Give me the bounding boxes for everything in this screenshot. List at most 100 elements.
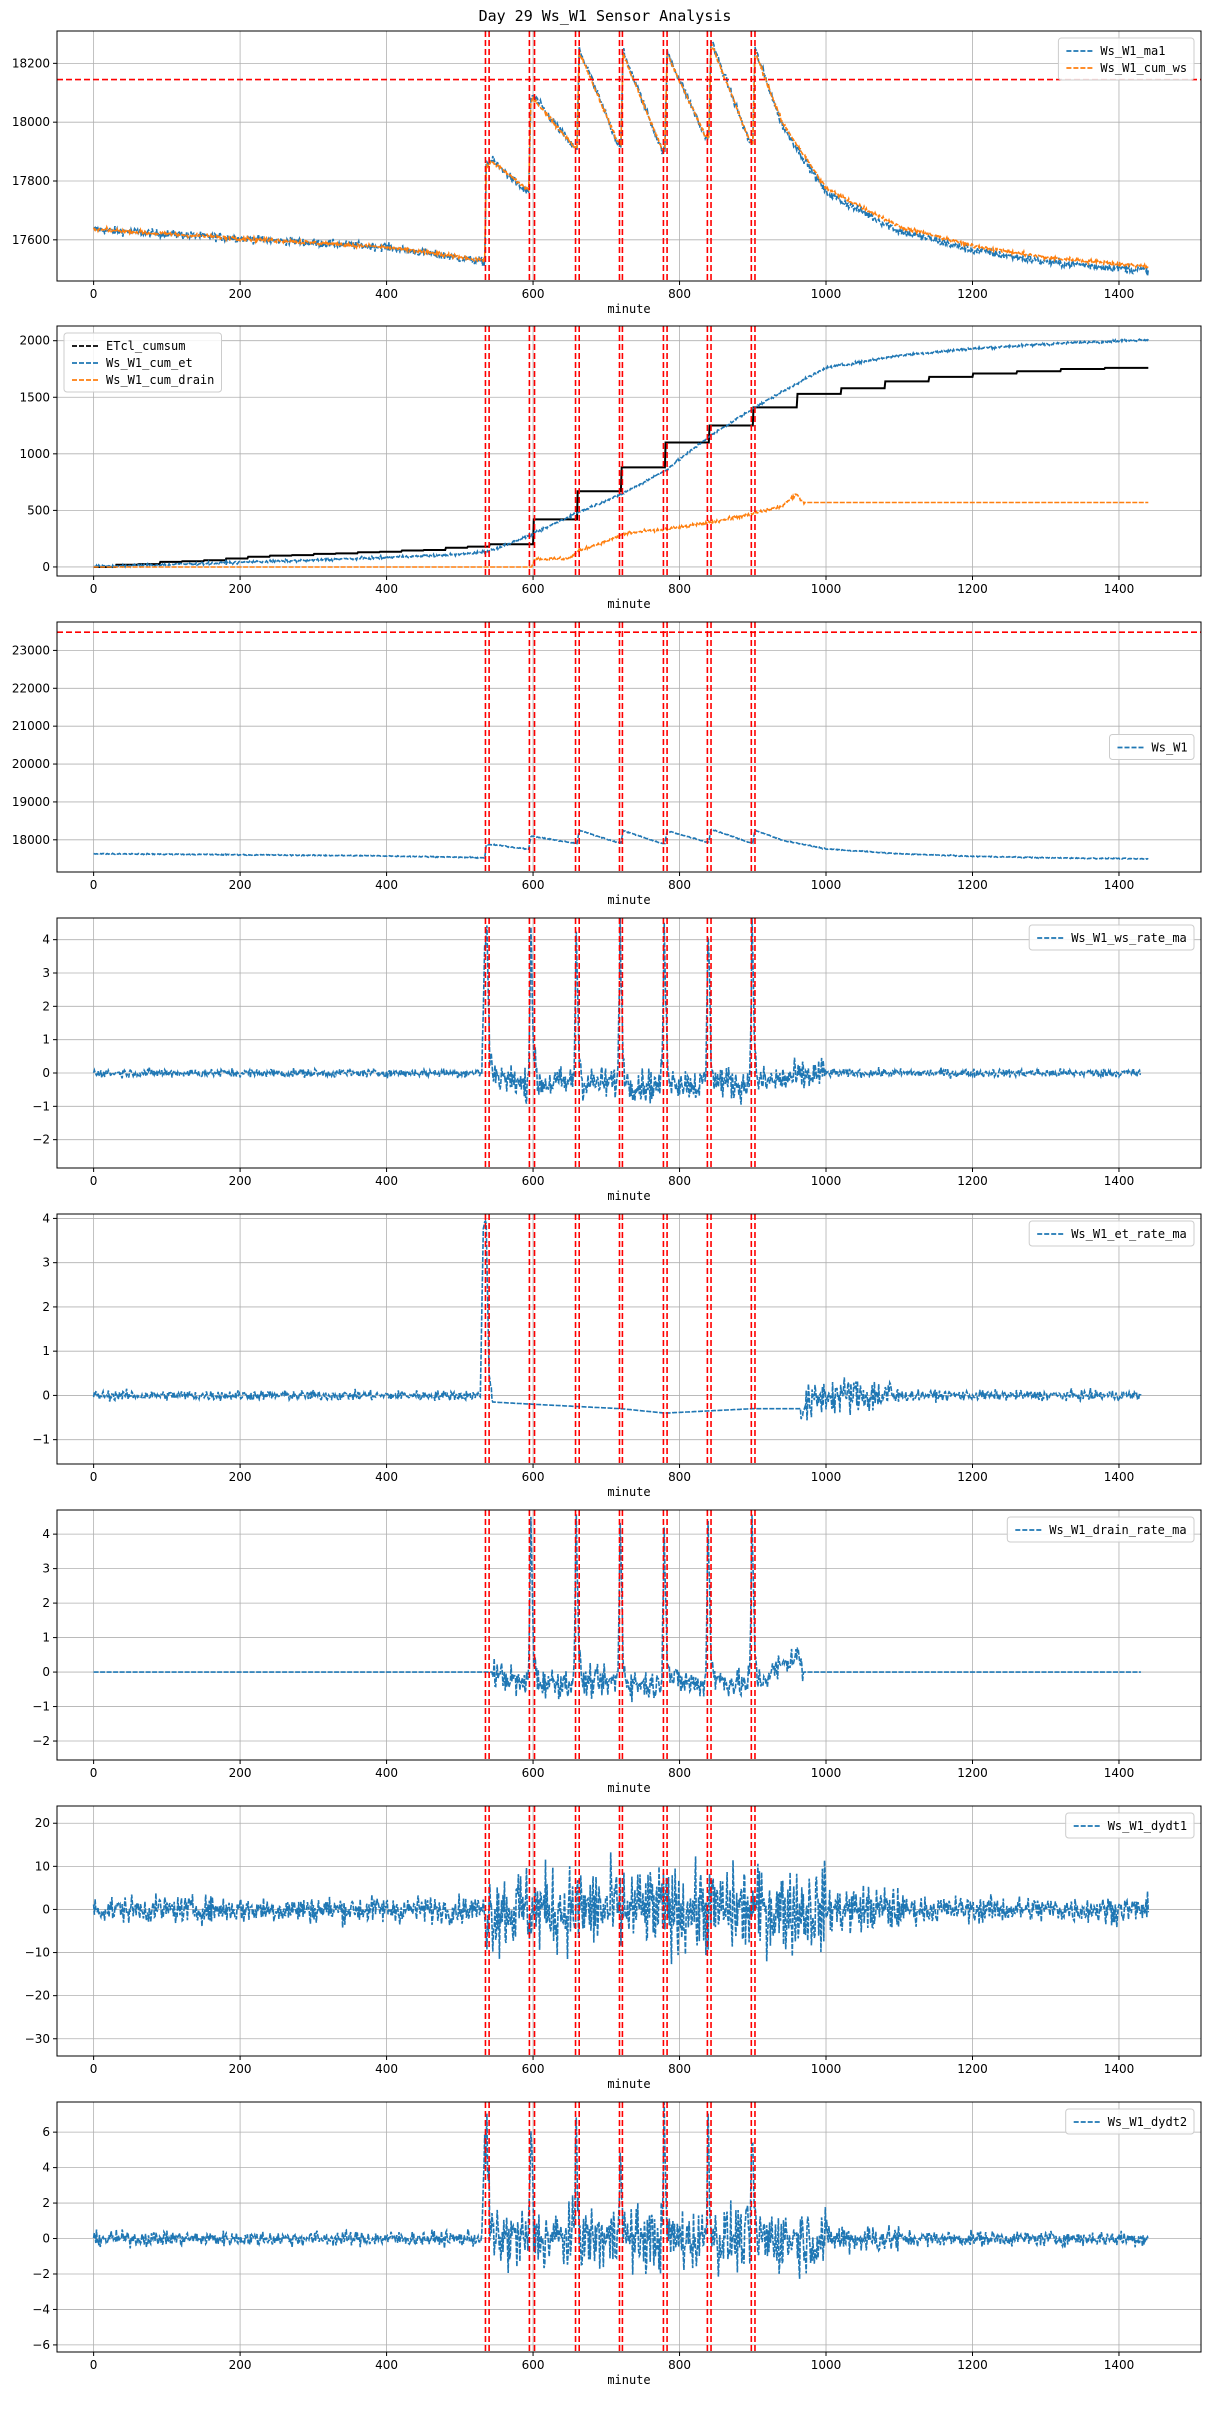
x-tick-label: 800 xyxy=(668,2062,691,2076)
x-axis-label: minute xyxy=(607,2373,650,2387)
x-tick-label: 1400 xyxy=(1104,2358,1135,2372)
x-axis-label: minute xyxy=(607,597,650,611)
x-tick-label: 0 xyxy=(90,1470,98,1484)
x-tick-label: 400 xyxy=(375,1174,398,1188)
y-tick-label: −20 xyxy=(25,1989,50,2003)
y-tick-label: 4 xyxy=(42,2161,50,2175)
y-tick-label: 0 xyxy=(42,560,50,574)
x-tick-label: 600 xyxy=(522,1766,545,1780)
y-tick-label: 1000 xyxy=(19,447,50,461)
x-tick-label: 600 xyxy=(522,2062,545,2076)
x-tick-label: 0 xyxy=(90,1174,98,1188)
x-tick-label: 1400 xyxy=(1104,878,1135,892)
x-tick-label: 0 xyxy=(90,878,98,892)
panels: 0 200 400 600 800 1000 1200 1400176001780018000… xyxy=(12,30,1202,2387)
axes-frame xyxy=(56,1805,1202,2057)
y-tick-label: 6 xyxy=(42,2125,50,2139)
y-tick-label: 18000 xyxy=(12,115,50,129)
y-tick-label: 17800 xyxy=(12,174,50,188)
y-tick-label: −30 xyxy=(25,2032,50,2046)
legend: Ws_W1_ma1 Ws_W1_cum_ws xyxy=(1057,37,1195,81)
series-line-3 xyxy=(93,493,1149,568)
x-tick-label: 1400 xyxy=(1104,2062,1135,2076)
y-tick-label: −1 xyxy=(32,1700,50,1714)
x-tick-label: 1000 xyxy=(811,878,842,892)
series-line-1 xyxy=(93,828,1149,861)
x-tick-label: 1200 xyxy=(957,582,988,596)
y-tick-label: 17600 xyxy=(12,233,50,247)
chart-panel-1: 0 200 400 600 800 1000 1200 1400 17600 17800 18000… xyxy=(12,30,1202,316)
x-tick-label: 800 xyxy=(668,2358,691,2372)
x-tick-label: 0 xyxy=(90,582,98,596)
x-tick-label: 1000 xyxy=(811,1766,842,1780)
x-tick-label: 1400 xyxy=(1104,1174,1135,1188)
legend-label: Ws_W1 xyxy=(1152,741,1188,755)
figure-title: Day 29 Ws_W1 Sensor Analysis xyxy=(479,7,732,25)
y-tick-label: −10 xyxy=(25,1946,50,1960)
y-tick-label: 2 xyxy=(42,999,50,1013)
x-tick-label: 200 xyxy=(229,878,252,892)
series-line-1 xyxy=(93,366,1149,568)
x-tick-label: 400 xyxy=(375,582,398,596)
chart-panel-8: 0 200 400 600 800 1000 1200 1400 −6 −4 −2 0 2 4 6 minut… xyxy=(32,2101,1202,2387)
x-axis-label: minute xyxy=(607,893,650,907)
legend: Ws_W1_et_rate_ma xyxy=(1028,1220,1195,1247)
y-tick-label: 19000 xyxy=(12,795,50,809)
x-tick-label: 400 xyxy=(375,878,398,892)
chart-panel-4: 0 200 400 600 800 1000 1200 1400 −2 −1 0 1 2 3 4 minute… xyxy=(32,917,1202,1203)
legend-frame xyxy=(1028,924,1195,951)
legend: ETcl_cumsum Ws_W1_cum_et Ws_W1_cum_drain xyxy=(63,332,222,393)
y-tick-label: 10 xyxy=(35,1859,50,1873)
x-tick-label: 1000 xyxy=(811,582,842,596)
legend-label: Ws_W1_ma1 xyxy=(1100,44,1165,58)
x-tick-label: 600 xyxy=(522,1174,545,1188)
y-tick-label: −2 xyxy=(32,1734,50,1748)
axes-frame xyxy=(56,621,1202,873)
x-tick-label: 600 xyxy=(522,582,545,596)
y-tick-label: 2 xyxy=(42,2196,50,2210)
y-tick-label: −2 xyxy=(32,1133,50,1147)
x-axis-label: minute xyxy=(607,1485,650,1499)
legend: Ws_W1_dydt1 xyxy=(1065,1812,1195,1839)
plot-area xyxy=(93,337,1149,569)
x-axis-label: minute xyxy=(607,1781,650,1795)
chart-panel-7: 0 200 400 600 800 1000 1200 1400 −30 −20 −10 0 10 20 m… xyxy=(25,1805,1202,2091)
series-line-1 xyxy=(92,1219,1142,1421)
x-tick-label: 200 xyxy=(229,2062,252,2076)
y-tick-label: 3 xyxy=(42,1256,50,1270)
y-tick-label: 2 xyxy=(42,1596,50,1610)
y-tick-label: 0 xyxy=(42,2232,50,2246)
x-tick-label: 600 xyxy=(522,1470,545,1484)
x-tick-label: 800 xyxy=(668,1470,691,1484)
x-tick-label: 800 xyxy=(668,878,691,892)
x-tick-label: 800 xyxy=(668,1766,691,1780)
y-tick-label: −4 xyxy=(32,2302,50,2316)
x-tick-label: 0 xyxy=(90,1766,98,1780)
y-tick-label: 1 xyxy=(42,1631,50,1645)
x-tick-label: 800 xyxy=(668,1174,691,1188)
x-tick-label: 1000 xyxy=(811,1174,842,1188)
grid xyxy=(57,622,1201,872)
y-tick-label: 23000 xyxy=(12,643,50,657)
y-tick-label: 3 xyxy=(42,1562,50,1576)
plot-area xyxy=(93,1514,1141,1703)
x-tick-label: 1400 xyxy=(1104,1470,1135,1484)
series-line-1 xyxy=(93,1514,1141,1703)
axes-frame xyxy=(56,2101,1202,2353)
x-tick-label: 400 xyxy=(375,1766,398,1780)
series-line-1 xyxy=(92,1852,1150,1965)
x-tick-label: 1000 xyxy=(811,1470,842,1484)
y-tick-label: 0 xyxy=(42,1665,50,1679)
axes-frame xyxy=(56,1509,1202,1761)
legend-frame xyxy=(1065,1812,1195,1839)
legend: Ws_W1_ws_rate_ma xyxy=(1028,924,1195,951)
plot-area xyxy=(92,1852,1150,1965)
x-tick-label: 600 xyxy=(522,2358,545,2372)
legend-frame xyxy=(1028,1220,1195,1247)
y-tick-label: 4 xyxy=(42,933,50,947)
legend-label: Ws_W1_cum_et xyxy=(106,356,193,370)
x-tick-label: 1400 xyxy=(1104,287,1135,301)
x-tick-label: 400 xyxy=(375,287,398,301)
